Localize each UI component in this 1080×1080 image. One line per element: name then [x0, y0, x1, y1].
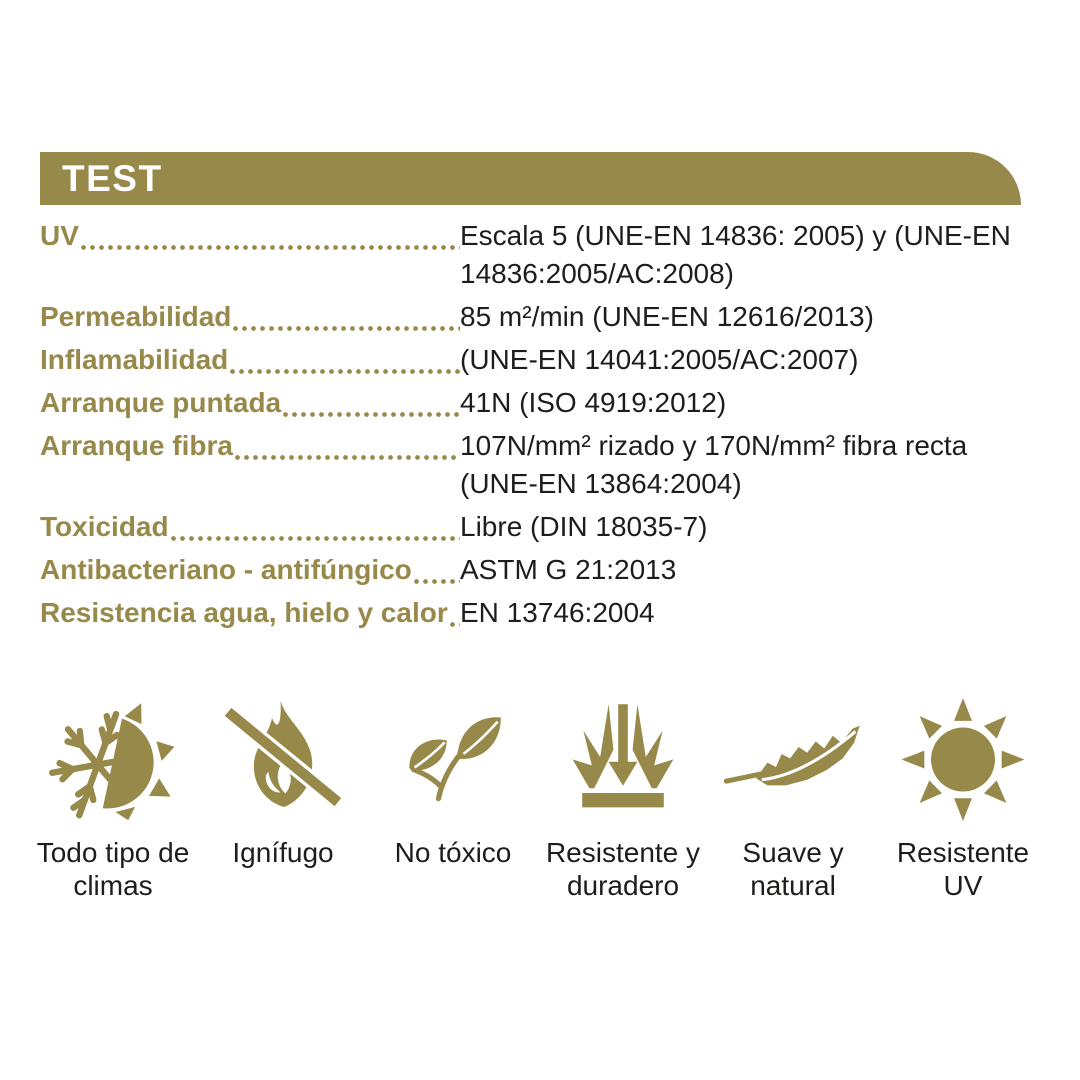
flame-crossed-icon: [222, 690, 344, 824]
grass-pressure-icon: [563, 690, 683, 824]
spec-label: Arranque puntada: [40, 387, 282, 418]
feature-label: No tóxico: [394, 837, 512, 868]
feather-icon: [722, 690, 864, 824]
leaves-icon: [392, 690, 514, 824]
spec-value: 41N (ISO 4919:2012): [460, 387, 727, 418]
feature-uv-resistant: Resistente UV: [878, 690, 1048, 902]
dotted-leader: [168, 508, 460, 546]
spec-row-resistencia: Resistencia agua, hielo y calor EN 13746…: [40, 594, 1042, 632]
spec-value: Escala 5 (UNE-EN 14836: 2005) y (UNE-EN …: [460, 220, 1011, 289]
spec-value: (UNE-EN 14041:2005/AC:2007): [460, 344, 859, 375]
feature-label: Ignífugo: [232, 837, 334, 868]
dotted-leader: [447, 594, 460, 632]
spec-value: ASTM G 21:2013: [460, 554, 677, 585]
spec-value: 85 m²/min (UNE-EN 12616/2013): [460, 301, 874, 332]
feature-label: Suave y natural: [742, 837, 844, 901]
feature-row: Todo tipo de climas Ignífugo: [28, 690, 1052, 902]
dotted-leader: [231, 298, 460, 336]
feature-non-toxic: No tóxico: [368, 690, 538, 902]
spec-value: EN 13746:2004: [460, 597, 655, 628]
dotted-leader: [232, 427, 460, 465]
spec-row-permeabilidad: Permeabilidad 85 m²/min (UNE-EN 12616/20…: [40, 298, 1042, 336]
spec-label: Arranque fibra: [40, 430, 233, 461]
feature-durable: Resistente y duradero: [538, 690, 708, 902]
spec-label: UV: [40, 220, 79, 251]
spec-value: Libre (DIN 18035-7): [460, 511, 708, 542]
spec-row-toxicidad: Toxicidad Libre (DIN 18035-7): [40, 508, 1042, 546]
dotted-leader: [411, 551, 460, 589]
feature-soft-natural: Suave y natural: [708, 690, 878, 902]
spec-row-antibacteriano: Antibacteriano - antifúngico ASTM G 21:2…: [40, 551, 1042, 589]
feature-label: Resistente UV: [896, 837, 1030, 901]
snowflake-sun-icon: [48, 690, 178, 824]
dotted-leader: [281, 384, 460, 422]
spec-label: Antibacteriano - antifúngico: [40, 554, 412, 585]
spec-row-inflamabilidad: Inflamabilidad (UNE-EN 14041:2005/AC:200…: [40, 341, 1042, 379]
spec-label: Resistencia agua, hielo y calor: [40, 597, 448, 628]
section-header-banner: TEST: [40, 152, 1021, 205]
spec-row-arranque-fibra: Arranque fibra 107N/mm² rizado y 170N/mm…: [40, 427, 1042, 503]
spec-row-uv: UV Escala 5 (UNE-EN 14836: 2005) y (UNE-…: [40, 217, 1042, 293]
dotted-leader: [228, 341, 460, 379]
sun-icon: [899, 690, 1027, 824]
section-title: TEST: [62, 157, 163, 199]
spec-value: 107N/mm² rizado y 170N/mm² fibra recta (…: [460, 430, 968, 499]
spec-row-arranque-puntada: Arranque puntada 41N (ISO 4919:2012): [40, 384, 1042, 422]
dotted-leader: [78, 217, 460, 255]
feature-fireproof: Ignífugo: [198, 690, 368, 902]
spec-label: Inflamabilidad: [40, 344, 229, 375]
spec-label: Permeabilidad: [40, 301, 232, 332]
feature-label: Resistente y duradero: [545, 837, 701, 901]
feature-label: Todo tipo de climas: [36, 837, 190, 901]
spec-list: UV Escala 5 (UNE-EN 14836: 2005) y (UNE-…: [40, 217, 1042, 637]
feature-all-climates: Todo tipo de climas: [28, 690, 198, 902]
spec-label: Toxicidad: [40, 511, 169, 542]
